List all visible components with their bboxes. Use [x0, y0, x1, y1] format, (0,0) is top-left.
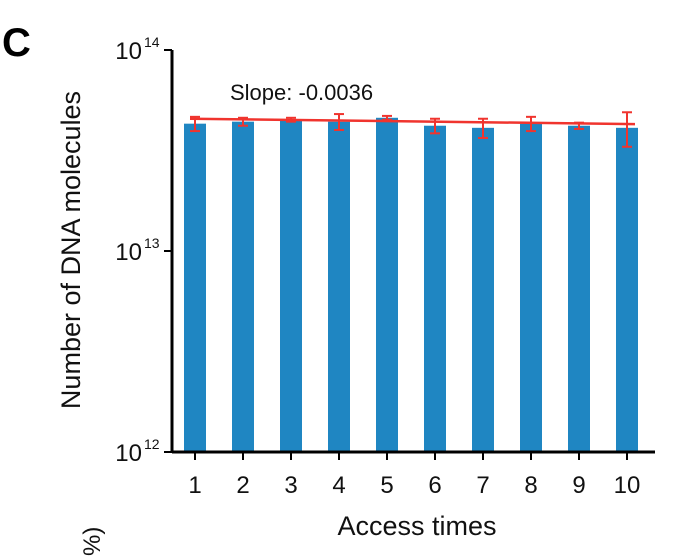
error-bar-5	[382, 114, 392, 121]
bars-group	[184, 117, 638, 452]
error-bar-10	[622, 111, 632, 148]
y-tick-exponent-13: 13	[144, 235, 160, 251]
panel-label: C	[2, 21, 31, 65]
bar-9	[568, 125, 590, 452]
y-tick-exponent-12: 12	[144, 436, 160, 452]
error-bars-group	[190, 111, 632, 148]
cut-off-label: %)	[79, 527, 106, 556]
x-tick-label-6: 6	[428, 472, 441, 499]
bar-2	[232, 121, 254, 452]
bar-3	[280, 119, 302, 452]
y-tick-exponent-14: 14	[144, 34, 160, 50]
y-tick-label-12: 10	[115, 440, 142, 467]
y-tick-label-14: 10	[115, 38, 142, 65]
bar-10	[616, 127, 638, 452]
y-tick-label-13: 10	[115, 239, 142, 266]
fit-line	[189, 117, 636, 126]
x-tick-label-8: 8	[524, 472, 537, 499]
x-tick-label-4: 4	[332, 472, 345, 499]
x-tick-label-2: 2	[236, 472, 249, 499]
x-tick-label-1: 1	[188, 472, 201, 499]
slope-annotation: Slope: -0.0036	[230, 80, 373, 105]
bar-6	[424, 125, 446, 452]
bar-5	[376, 117, 398, 452]
x-tick-label-3: 3	[284, 472, 297, 499]
bar-1	[184, 123, 206, 452]
x-axis-title: Access times	[337, 511, 496, 541]
error-bar-4	[334, 113, 344, 131]
bar-7	[472, 127, 494, 452]
x-tick-label-9: 9	[572, 472, 585, 499]
x-tick-label-5: 5	[380, 472, 393, 499]
bar-8	[520, 123, 542, 452]
bar-4	[328, 121, 350, 452]
y-axis-title: Number of DNA molecules	[56, 91, 86, 409]
x-ticks-group: 1 2 3 4 5 6 7 8 9 10	[188, 452, 640, 499]
x-tick-label-10: 10	[614, 472, 641, 499]
x-tick-label-7: 7	[476, 472, 489, 499]
